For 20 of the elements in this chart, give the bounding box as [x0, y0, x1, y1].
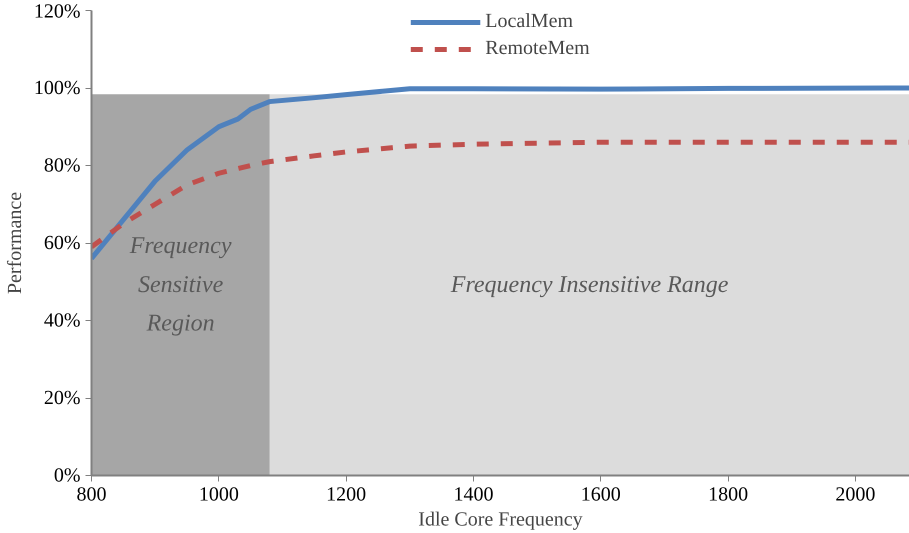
x-tick-label: 800: [76, 484, 106, 506]
x-tick-label: 1000: [198, 484, 239, 506]
x-tick-label: 1800: [708, 484, 748, 506]
x-tick-label: 1200: [326, 484, 366, 506]
y-axis-title: Performance: [4, 192, 26, 294]
y-tick-label: 40%: [44, 310, 81, 332]
band-label: Frequency Sensitive Region: [128, 233, 232, 337]
x-tick-label: 2000: [835, 484, 876, 506]
x-axis-title: Idle Core Frequency: [418, 508, 583, 530]
legend-label: LocalMem: [485, 10, 574, 33]
x-tick-label: 1600: [580, 484, 621, 506]
y-tick-label: 60%: [44, 232, 81, 254]
y-tick-label: 100%: [34, 77, 81, 99]
y-tick-label: 20%: [44, 387, 81, 409]
x-tick-label: 1400: [453, 484, 494, 506]
legend-label: RemoteMem: [485, 37, 590, 60]
band-label: Frequency Insensitive Range: [450, 272, 729, 298]
y-tick-label: 120%: [34, 0, 81, 22]
y-tick-label: 80%: [44, 154, 81, 176]
y-tick-label: 0%: [54, 464, 81, 486]
